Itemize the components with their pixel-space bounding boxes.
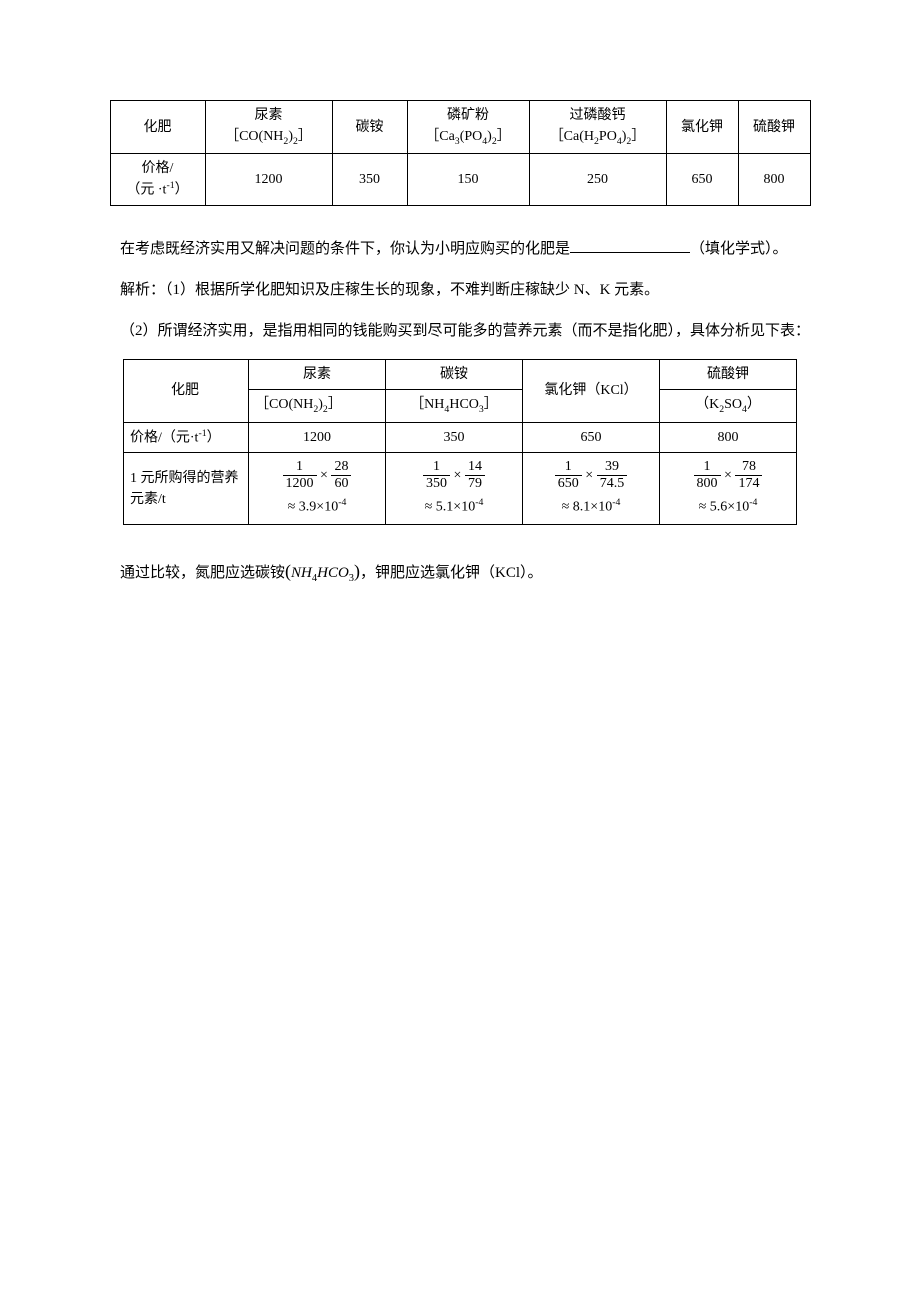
t2-col-kcl: 氯化钾（KCl） bbox=[523, 360, 660, 422]
analysis-paragraph-1: 解析：（1）根据所学化肥知识及庄稼生长的现象，不难判断庄稼缺少 N、K 元素。 bbox=[90, 277, 830, 304]
conclusion-formula: (NH4HCO3) bbox=[285, 565, 360, 581]
t1-col-urea: 尿素［CO(NH2)2］ bbox=[205, 101, 332, 154]
t2-price-label: 价格/（元·t-1） bbox=[124, 422, 249, 453]
t2-price-0: 1200 bbox=[249, 422, 386, 453]
t1-col-phosphate: 磷矿粉［Ca3(PO4)2］ bbox=[407, 101, 529, 154]
question-text-post: （填化学式）。 bbox=[690, 241, 788, 257]
t1-price-row: 价格/（元 ·t-1） 1200 350 150 250 650 800 bbox=[110, 154, 810, 206]
t2-calc-3: 1800 × 78174≈ 5.6×10-4 bbox=[660, 453, 797, 525]
t1-price-label: 价格/（元 ·t-1） bbox=[110, 154, 205, 206]
analysis-paragraph-2: （2）所谓经济实用，是指用相同的钱能购买到尽可能多的营养元素（而不是指化肥），具… bbox=[90, 318, 830, 345]
t1-price-0: 1200 bbox=[205, 154, 332, 206]
conclusion-pre: 通过比较，氮肥应选碳铵 bbox=[120, 565, 285, 581]
t2-calc-1: 1350 × 1479≈ 5.1×10-4 bbox=[386, 453, 523, 525]
t2-price-2: 650 bbox=[523, 422, 660, 453]
t1-header-row: 化肥 尿素［CO(NH2)2］ 碳铵 磷矿粉［Ca3(PO4)2］ 过磷酸钙［C… bbox=[110, 101, 810, 154]
question-text-pre: 在考虑既经济实用又解决问题的条件下，你认为小明应购买的化肥是 bbox=[120, 241, 570, 257]
t1-price-3: 250 bbox=[529, 154, 666, 206]
t1-col-kcl: 氯化钾 bbox=[666, 101, 738, 154]
fertilizer-analysis-table-2: 化肥 尿素 碳铵 氯化钾（KCl） 硫酸钾 ［CO(NH2)2］ ［NH4HCO… bbox=[123, 359, 797, 525]
t1-price-5: 800 bbox=[738, 154, 810, 206]
t2-header-row: 化肥 尿素 碳铵 氯化钾（KCl） 硫酸钾 bbox=[124, 360, 797, 390]
t2-price-row: 价格/（元·t-1） 1200 350 650 800 bbox=[124, 422, 797, 453]
question-paragraph: 在考虑既经济实用又解决问题的条件下，你认为小明应购买的化肥是 （填化学式）。 bbox=[90, 236, 830, 263]
t2-calc-row: 1 元所购得的营养元素/t 11200 × 2860≈ 3.9×10-4 135… bbox=[124, 453, 797, 525]
t1-col-tanfen: 碳铵 bbox=[332, 101, 407, 154]
t2-calc-2: 1650 × 3974.5≈ 8.1×10-4 bbox=[523, 453, 660, 525]
t2-price-3: 800 bbox=[660, 422, 797, 453]
fertilizer-price-table-1: 化肥 尿素［CO(NH2)2］ 碳铵 磷矿粉［Ca3(PO4)2］ 过磷酸钙［C… bbox=[110, 100, 811, 206]
answer-blank bbox=[570, 237, 690, 253]
t2-calc-0: 11200 × 2860≈ 3.9×10-4 bbox=[249, 453, 386, 525]
t1-price-2: 150 bbox=[407, 154, 529, 206]
conclusion-paragraph: 通过比较，氮肥应选碳铵(NH4HCO3)，钾肥应选氯化钾（KCl）。 bbox=[90, 555, 830, 589]
t2-col-tanfen-name: 碳铵 bbox=[386, 360, 523, 390]
t1-price-1: 350 bbox=[332, 154, 407, 206]
t2-price-1: 350 bbox=[386, 422, 523, 453]
t2-col-k2so4-formula: （K2SO4） bbox=[660, 390, 797, 422]
conclusion-post: ，钾肥应选氯化钾（KCl）。 bbox=[360, 565, 543, 581]
t1-col-k2so4: 硫酸钾 bbox=[738, 101, 810, 154]
t1-price-4: 650 bbox=[666, 154, 738, 206]
t1-header-label: 化肥 bbox=[110, 101, 205, 154]
t2-col-urea-formula: ［CO(NH2)2］ bbox=[249, 390, 386, 422]
t2-col-urea-name: 尿素 bbox=[249, 360, 386, 390]
t2-col-tanfen-formula: ［NH4HCO3］ bbox=[386, 390, 523, 422]
t2-calc-label: 1 元所购得的营养元素/t bbox=[124, 453, 249, 525]
t2-col-k2so4-name: 硫酸钾 bbox=[660, 360, 797, 390]
t1-col-superphosphate: 过磷酸钙［Ca(H2PO4)2］ bbox=[529, 101, 666, 154]
t2-header-label: 化肥 bbox=[124, 360, 249, 422]
